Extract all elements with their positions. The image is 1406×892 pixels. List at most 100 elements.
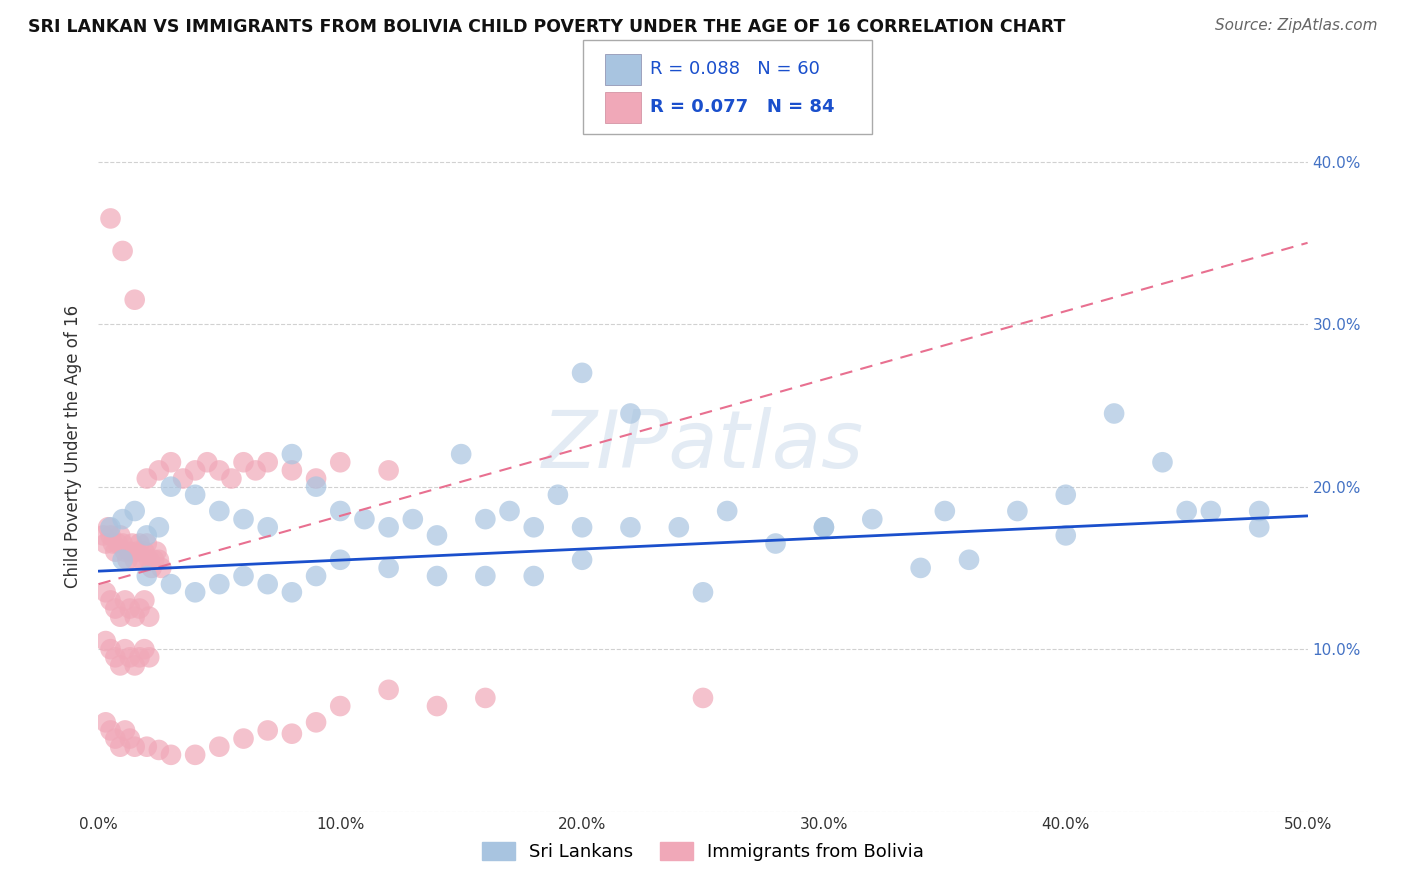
Immigrants from Bolivia bbox=[118, 544, 141, 558]
Immigrants from Bolivia bbox=[245, 463, 267, 477]
Immigrants from Bolivia bbox=[135, 536, 157, 550]
Immigrants from Bolivia bbox=[148, 743, 170, 757]
Immigrants from Bolivia bbox=[107, 536, 129, 550]
Sri Lankans bbox=[498, 504, 520, 518]
Sri Lankans bbox=[813, 520, 835, 534]
Sri Lankans bbox=[377, 561, 399, 575]
Text: R = 0.077   N = 84: R = 0.077 N = 84 bbox=[650, 98, 834, 117]
Immigrants from Bolivia bbox=[94, 536, 117, 550]
Text: SRI LANKAN VS IMMIGRANTS FROM BOLIVIA CHILD POVERTY UNDER THE AGE OF 16 CORRELAT: SRI LANKAN VS IMMIGRANTS FROM BOLIVIA CH… bbox=[28, 18, 1066, 36]
Sri Lankans bbox=[208, 577, 231, 591]
Sri Lankans bbox=[135, 528, 157, 542]
Immigrants from Bolivia bbox=[114, 642, 136, 657]
Immigrants from Bolivia bbox=[108, 739, 131, 754]
Immigrants from Bolivia bbox=[124, 609, 146, 624]
Immigrants from Bolivia bbox=[138, 609, 160, 624]
Sri Lankans bbox=[111, 553, 134, 567]
Immigrants from Bolivia bbox=[100, 593, 122, 607]
Immigrants from Bolivia bbox=[94, 634, 117, 648]
Sri Lankans bbox=[692, 585, 714, 599]
Immigrants from Bolivia bbox=[305, 471, 328, 485]
Sri Lankans bbox=[474, 512, 496, 526]
Immigrants from Bolivia bbox=[160, 455, 183, 469]
Sri Lankans bbox=[619, 407, 641, 421]
Immigrants from Bolivia bbox=[97, 520, 120, 534]
Immigrants from Bolivia bbox=[208, 463, 231, 477]
Text: Source: ZipAtlas.com: Source: ZipAtlas.com bbox=[1215, 18, 1378, 33]
Immigrants from Bolivia bbox=[100, 528, 122, 542]
Sri Lankans bbox=[281, 447, 304, 461]
Immigrants from Bolivia bbox=[329, 699, 352, 714]
Immigrants from Bolivia bbox=[305, 715, 328, 730]
Immigrants from Bolivia bbox=[131, 553, 153, 567]
Immigrants from Bolivia bbox=[104, 544, 127, 558]
Sri Lankans bbox=[329, 553, 352, 567]
Sri Lankans bbox=[111, 512, 134, 526]
Sri Lankans bbox=[402, 512, 425, 526]
Sri Lankans bbox=[619, 520, 641, 534]
Immigrants from Bolivia bbox=[232, 731, 254, 746]
Immigrants from Bolivia bbox=[138, 553, 160, 567]
Immigrants from Bolivia bbox=[184, 463, 207, 477]
Immigrants from Bolivia bbox=[221, 471, 243, 485]
Sri Lankans bbox=[184, 585, 207, 599]
Sri Lankans bbox=[148, 520, 170, 534]
Sri Lankans bbox=[1152, 455, 1174, 469]
Immigrants from Bolivia bbox=[135, 471, 157, 485]
Sri Lankans bbox=[716, 504, 738, 518]
Immigrants from Bolivia bbox=[134, 642, 156, 657]
Sri Lankans bbox=[523, 520, 546, 534]
Sri Lankans bbox=[232, 569, 254, 583]
Immigrants from Bolivia bbox=[256, 723, 278, 738]
Immigrants from Bolivia bbox=[100, 723, 122, 738]
Immigrants from Bolivia bbox=[377, 682, 399, 697]
Immigrants from Bolivia bbox=[108, 609, 131, 624]
Immigrants from Bolivia bbox=[111, 244, 134, 258]
Sri Lankans bbox=[523, 569, 546, 583]
Sri Lankans bbox=[329, 504, 352, 518]
Sri Lankans bbox=[571, 553, 593, 567]
Immigrants from Bolivia bbox=[108, 658, 131, 673]
Immigrants from Bolivia bbox=[117, 553, 139, 567]
Sri Lankans bbox=[256, 520, 278, 534]
Immigrants from Bolivia bbox=[118, 731, 141, 746]
Immigrants from Bolivia bbox=[124, 658, 146, 673]
Immigrants from Bolivia bbox=[184, 747, 207, 762]
Sri Lankans bbox=[256, 577, 278, 591]
Sri Lankans bbox=[547, 488, 569, 502]
Sri Lankans bbox=[160, 480, 183, 494]
Sri Lankans bbox=[1007, 504, 1029, 518]
Immigrants from Bolivia bbox=[256, 455, 278, 469]
Sri Lankans bbox=[957, 553, 980, 567]
Immigrants from Bolivia bbox=[114, 593, 136, 607]
Sri Lankans bbox=[1249, 504, 1271, 518]
Immigrants from Bolivia bbox=[100, 642, 122, 657]
Immigrants from Bolivia bbox=[134, 593, 156, 607]
Immigrants from Bolivia bbox=[128, 536, 150, 550]
Immigrants from Bolivia bbox=[281, 463, 304, 477]
Sri Lankans bbox=[135, 569, 157, 583]
Immigrants from Bolivia bbox=[134, 544, 156, 558]
Immigrants from Bolivia bbox=[121, 536, 143, 550]
Immigrants from Bolivia bbox=[281, 727, 304, 741]
Sri Lankans bbox=[474, 569, 496, 583]
Immigrants from Bolivia bbox=[91, 528, 114, 542]
Sri Lankans bbox=[281, 585, 304, 599]
Sri Lankans bbox=[305, 569, 328, 583]
Immigrants from Bolivia bbox=[232, 455, 254, 469]
Immigrants from Bolivia bbox=[145, 544, 167, 558]
Immigrants from Bolivia bbox=[128, 601, 150, 615]
Immigrants from Bolivia bbox=[124, 293, 146, 307]
Immigrants from Bolivia bbox=[474, 690, 496, 705]
Immigrants from Bolivia bbox=[114, 723, 136, 738]
Sri Lankans bbox=[353, 512, 375, 526]
Sri Lankans bbox=[860, 512, 883, 526]
Immigrants from Bolivia bbox=[94, 585, 117, 599]
Immigrants from Bolivia bbox=[104, 731, 127, 746]
Immigrants from Bolivia bbox=[124, 553, 146, 567]
Immigrants from Bolivia bbox=[118, 601, 141, 615]
Sri Lankans bbox=[934, 504, 956, 518]
Immigrants from Bolivia bbox=[329, 455, 352, 469]
Sri Lankans bbox=[124, 504, 146, 518]
Immigrants from Bolivia bbox=[208, 739, 231, 754]
